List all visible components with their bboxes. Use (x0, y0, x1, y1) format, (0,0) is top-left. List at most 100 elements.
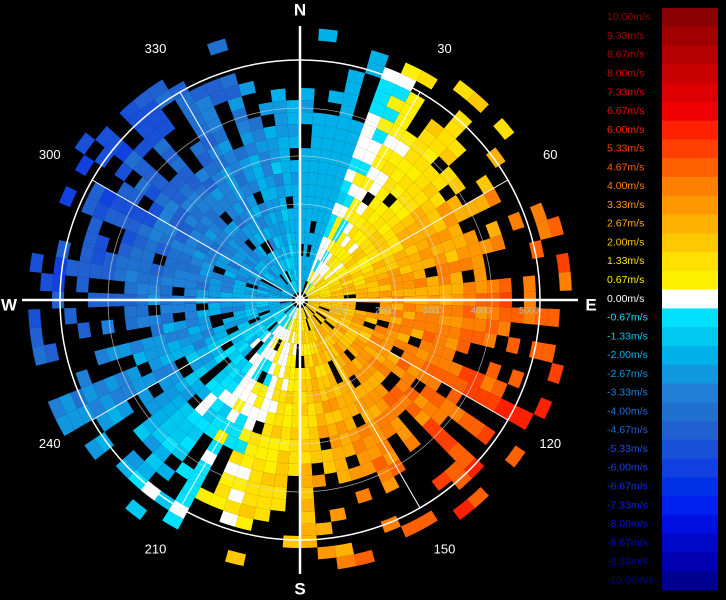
velocity-cell (189, 206, 205, 222)
velocity-cell (363, 225, 378, 239)
velocity-cell (350, 246, 364, 259)
velocity-cell (475, 174, 494, 194)
velocity-cell (233, 338, 247, 350)
velocity-cell (260, 188, 272, 203)
legend-label: -10.00m/s (607, 574, 654, 586)
velocity-cell (366, 139, 383, 156)
velocity-cell (439, 284, 452, 296)
velocity-cell (314, 185, 325, 199)
velocity-cell (281, 233, 289, 247)
velocity-cell (304, 268, 309, 281)
velocity-cell (294, 307, 299, 320)
velocity-cell (427, 304, 440, 315)
legend-swatch (662, 364, 718, 384)
velocity-cell (189, 228, 204, 242)
velocity-cell (388, 385, 405, 401)
velocity-cell (152, 137, 172, 157)
velocity-cell (223, 460, 240, 477)
velocity-cell (92, 201, 110, 221)
velocity-cell (286, 318, 294, 331)
velocity-cell (259, 311, 272, 320)
velocity-cell (136, 461, 157, 481)
velocity-cell (346, 69, 366, 85)
velocity-cell (306, 343, 312, 356)
velocity-cell (485, 319, 499, 335)
velocity-cell (366, 444, 383, 461)
velocity-cell (261, 423, 274, 437)
velocity-cell (275, 401, 286, 415)
velocity-cell (210, 271, 224, 281)
velocity-cell (194, 487, 214, 505)
velocity-cell (311, 378, 320, 392)
azimuth-label: 60 (543, 147, 557, 162)
velocity-cell (403, 434, 421, 453)
velocity-cell (232, 301, 245, 308)
velocity-cell (232, 292, 245, 299)
velocity-cell (457, 411, 476, 431)
velocity-cell (224, 191, 239, 207)
velocity-cell (452, 206, 469, 223)
velocity-cell (189, 332, 204, 344)
velocity-cell (385, 328, 399, 339)
velocity-cell (380, 422, 397, 440)
velocity-cell (114, 162, 133, 182)
velocity-cell (272, 282, 284, 290)
velocity-cell (280, 293, 293, 299)
velocity-cell (268, 186, 279, 201)
legend: 10.00m/s 9.33m/s 8.67m/s 8.00m/s 7.33m/s 6.67… (607, 8, 718, 591)
velocity-cell (314, 365, 323, 379)
velocity-cell (319, 300, 332, 304)
velocity-cell (156, 462, 176, 482)
velocity-cell (184, 303, 197, 313)
velocity-cell (256, 292, 269, 297)
velocity-cell (264, 411, 276, 426)
velocity-cell (412, 269, 427, 280)
velocity-cell (325, 317, 337, 328)
velocity-cell (374, 201, 389, 217)
velocity-cell (234, 172, 248, 187)
velocity-cell (195, 385, 212, 401)
velocity-cell (356, 334, 370, 345)
velocity-cell (381, 358, 397, 372)
velocity-cell (331, 289, 344, 295)
velocity-cell (426, 275, 440, 287)
velocity-cell (327, 213, 338, 227)
velocity-cell (353, 278, 366, 287)
velocity-cell (330, 286, 343, 293)
velocity-cell (306, 196, 315, 209)
velocity-cell (303, 232, 310, 245)
velocity-cell (268, 149, 281, 164)
velocity-cell (300, 463, 313, 476)
velocity-cell (319, 149, 332, 164)
velocity-cell (350, 341, 364, 354)
velocity-cell (462, 382, 480, 400)
legend-swatch (662, 45, 718, 65)
velocity-cell (381, 106, 400, 124)
legend-swatch (662, 83, 718, 103)
velocity-cell (87, 398, 107, 418)
velocity-cell (210, 186, 225, 202)
velocity-cell (396, 358, 411, 372)
velocity-cell (236, 320, 250, 330)
legend-swatch (662, 552, 718, 572)
velocity-cell (445, 388, 463, 406)
velocity-cell (253, 265, 266, 276)
velocity-cell (280, 302, 293, 308)
legend-swatch (662, 176, 718, 197)
velocity-cell (307, 300, 320, 304)
velocity-cell (355, 233, 369, 247)
velocity-cell (368, 196, 383, 212)
velocity-cell (366, 211, 381, 226)
velocity-cell (398, 264, 413, 275)
velocity-cell (175, 260, 190, 272)
velocity-cell (144, 128, 164, 148)
velocity-cell (178, 182, 195, 199)
velocity-cell (498, 306, 512, 323)
velocity-cell (285, 232, 293, 246)
velocity-cell (300, 112, 314, 125)
velocity-cell (479, 374, 497, 393)
velocity-cell (256, 303, 269, 308)
velocity-cell (393, 249, 408, 262)
velocity-cell (338, 272, 351, 281)
